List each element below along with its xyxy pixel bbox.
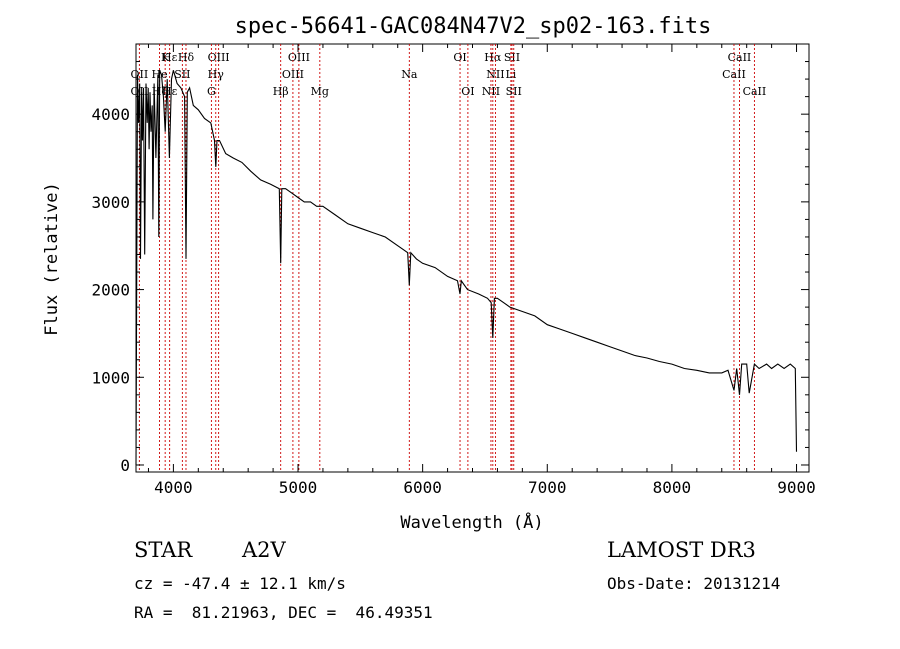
x-axis: 4000 5000 6000 7000 8000 9000: [147, 44, 816, 497]
y-tick-label: 2000: [91, 281, 130, 300]
x-tick-label: 4000: [154, 478, 193, 497]
line-marker-label: NII: [482, 85, 500, 98]
coordinates: RA = 81.21963, DEC = 46.49351: [134, 603, 433, 622]
spectrum-line: [135, 70, 798, 466]
x-tick-label: 5000: [279, 478, 318, 497]
line-marker-label: OII: [131, 68, 149, 81]
redshift-velocity: cz = -47.4 ± 12.1 km/s: [134, 574, 346, 593]
line-marker-label: CaII: [722, 68, 746, 81]
spectral-class: A2V: [242, 538, 286, 562]
observation-date: Obs-Date: 20131214: [607, 574, 781, 593]
line-marker-label: K: [161, 51, 170, 64]
line-marker-label: OIII: [282, 68, 304, 81]
line-marker-label: Hβ: [273, 85, 289, 98]
x-tick-label: 8000: [653, 478, 692, 497]
line-marker-label: NII: [486, 68, 504, 81]
line-marker-label: OI: [453, 51, 466, 64]
line-marker-label: Hγ: [208, 68, 225, 81]
chart-title: spec-56641-GAC084N47V2_sp02-163.fits: [235, 14, 712, 39]
line-marker-label: OIII: [208, 51, 230, 64]
y-tick-label: 4000: [91, 105, 130, 124]
line-marker-label: Mg: [311, 85, 329, 98]
line-marker-label: SII: [506, 85, 522, 98]
y-tick-label: 1000: [91, 368, 130, 387]
x-tick-label: 6000: [403, 478, 442, 497]
line-marker-label: G: [207, 85, 216, 98]
x-tick-label: 9000: [777, 478, 816, 497]
survey-name: LAMOST DR3: [607, 538, 756, 562]
line-marker-label: Hα: [484, 51, 502, 64]
line-marker-label: Hε: [162, 85, 178, 98]
line-marker-label: Hε: [162, 51, 178, 64]
line-marker-label: Hδ: [178, 51, 195, 64]
y-axis: 0 1000 2000 3000 4000: [91, 61, 809, 475]
x-axis-label: Wavelength (Å): [400, 511, 543, 533]
line-marker-label: Na: [401, 68, 418, 81]
plot-frame: [135, 43, 810, 473]
y-tick-label: 0: [120, 456, 130, 475]
x-tick-label: 7000: [528, 478, 567, 497]
y-axis-label: Flux (relative): [42, 182, 62, 336]
line-marker-label: SII: [504, 51, 520, 64]
line-marker-label: OIII: [288, 51, 310, 64]
object-type: STAR: [134, 538, 193, 562]
line-marker-label: CaII: [743, 85, 767, 98]
line-marker-label: SII: [174, 68, 190, 81]
line-marker-label: Li: [505, 68, 516, 81]
line-marker-label: CaII: [728, 51, 752, 64]
y-tick-label: 3000: [91, 193, 130, 212]
line-marker-label: OI: [461, 85, 474, 98]
